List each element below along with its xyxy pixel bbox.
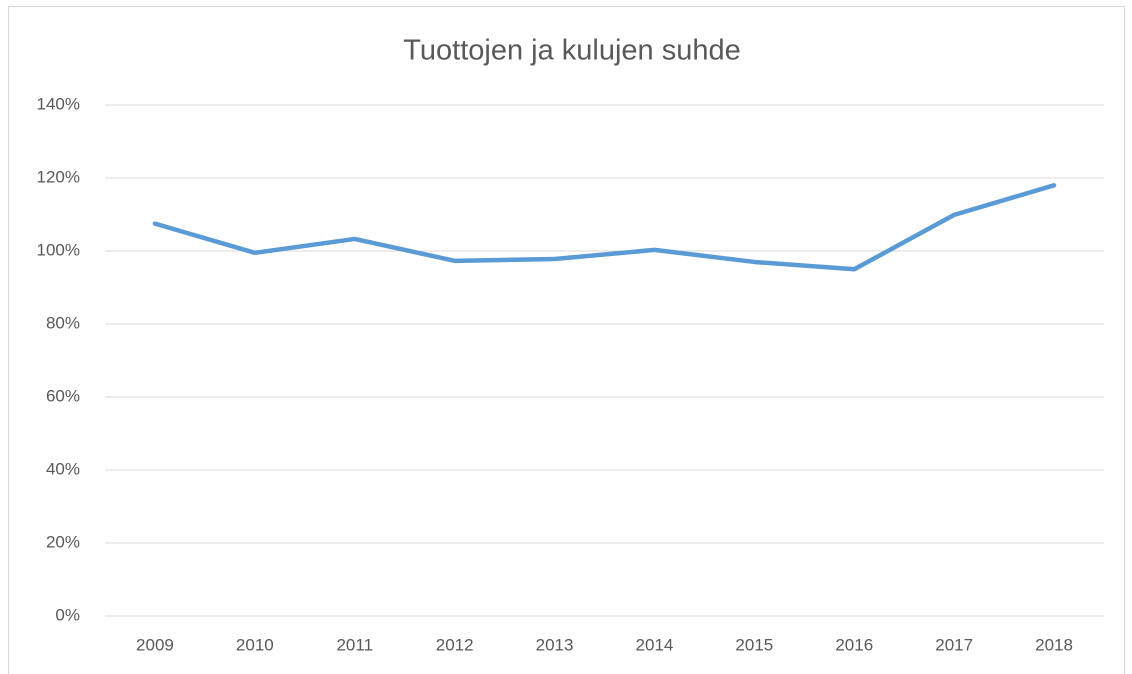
chart-title: Tuottojen ja kulujen suhde [403, 35, 741, 67]
y-tick-label: 0% [55, 605, 80, 624]
x-tick-label: 2012 [436, 635, 474, 654]
chart-frame [8, 6, 1125, 674]
x-tick-label: 2016 [835, 635, 873, 654]
x-tick-label: 2010 [236, 635, 274, 654]
x-tick-label: 2017 [935, 635, 973, 654]
y-tick-label: 40% [46, 459, 80, 478]
y-tick-label: 120% [37, 167, 80, 186]
x-tick-label: 2014 [636, 635, 674, 654]
x-tick-label: 2018 [1035, 635, 1073, 654]
x-tick-label: 2009 [136, 635, 174, 654]
x-tick-label: 2013 [536, 635, 574, 654]
x-tick-label: 2011 [336, 635, 373, 654]
y-tick-label: 80% [46, 313, 80, 332]
y-tick-label: 20% [46, 532, 80, 551]
y-tick-label: 100% [37, 240, 80, 259]
y-tick-label: 60% [46, 386, 80, 405]
data-line [152, 183, 1057, 272]
x-tick-label: 2015 [735, 635, 773, 654]
y-tick-label: 140% [37, 94, 80, 113]
